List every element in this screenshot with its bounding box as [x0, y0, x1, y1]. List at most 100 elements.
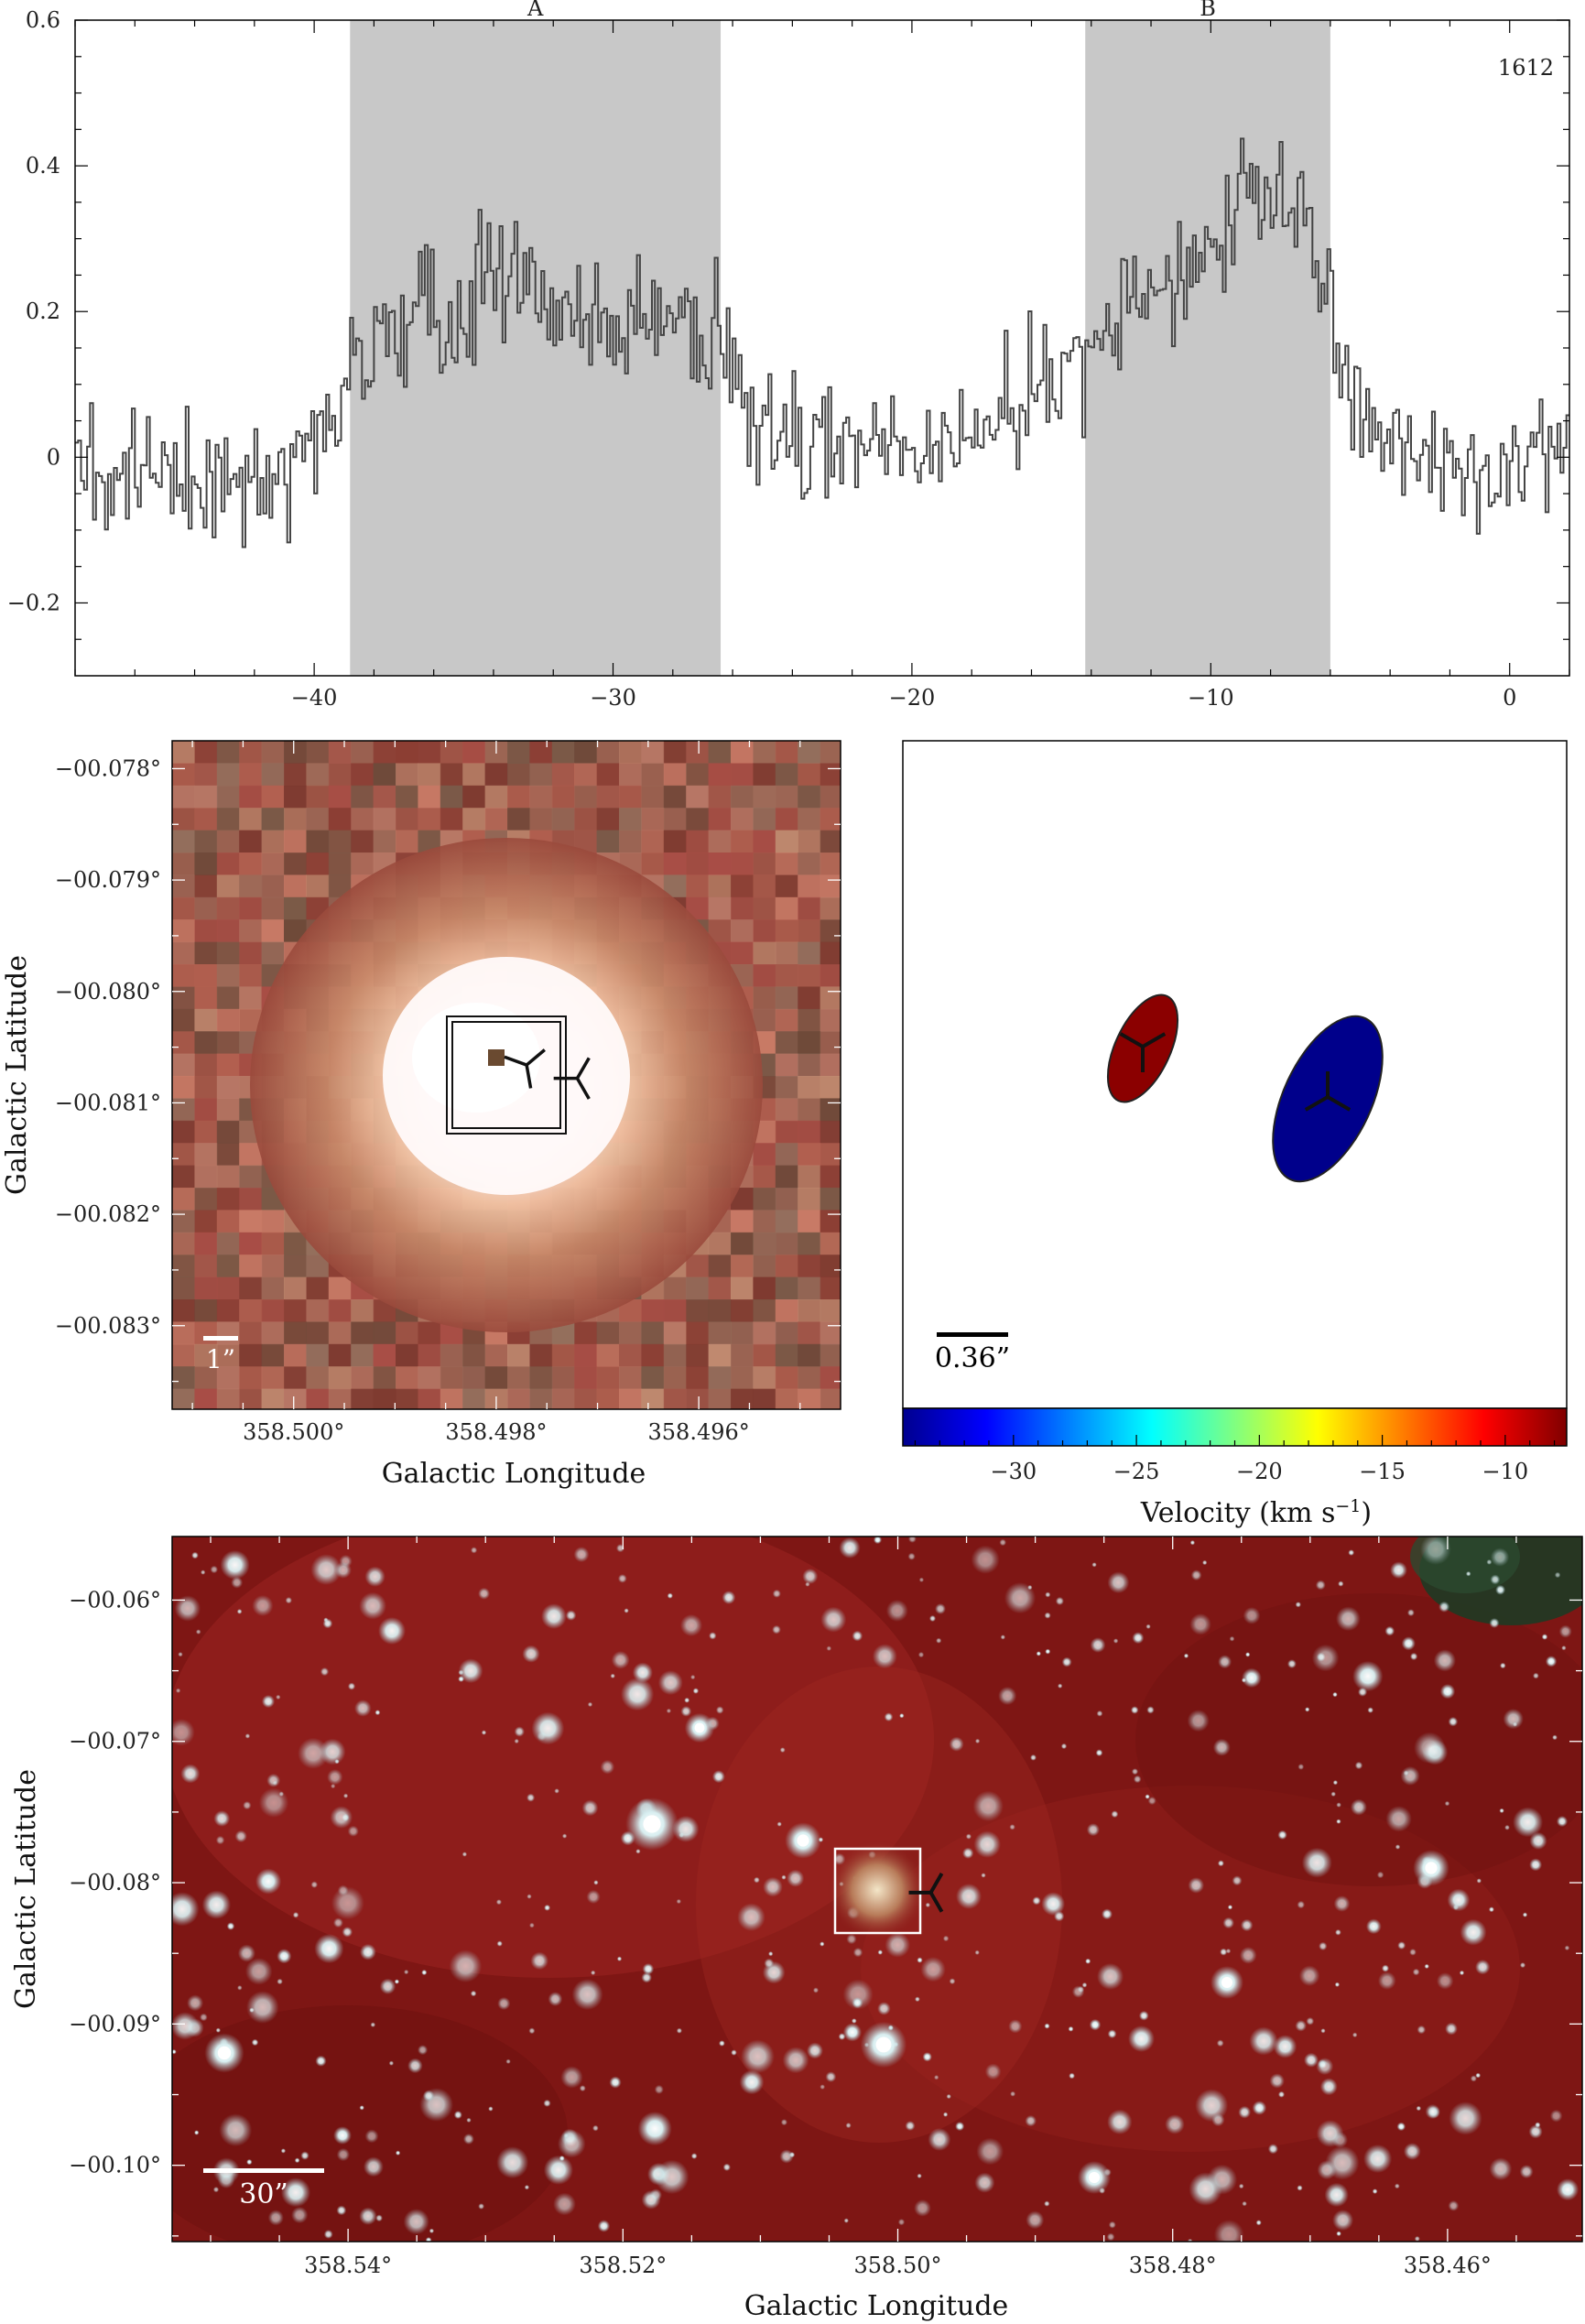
- star: [1238, 2183, 1244, 2189]
- star: [337, 1884, 349, 1896]
- star: [922, 2052, 932, 2062]
- star: [244, 1958, 273, 1985]
- pixel: [194, 1299, 218, 1322]
- star: [323, 2230, 333, 2239]
- pixel: [418, 785, 441, 809]
- pixel: [798, 1299, 821, 1322]
- star: [1232, 1875, 1243, 1886]
- pixel: [820, 830, 841, 853]
- pixel: [462, 1388, 486, 1409]
- star: [782, 2047, 809, 2074]
- star: [1211, 2112, 1225, 2127]
- pixel: [261, 785, 285, 809]
- star: [1317, 2160, 1337, 2180]
- star: [918, 1577, 925, 1583]
- pixel: [216, 1299, 240, 1322]
- colorbar-tick-label: −30: [991, 1459, 1037, 1484]
- y-tick-label: −00.083°: [55, 1313, 161, 1339]
- star: [917, 1651, 925, 1658]
- star: [243, 1800, 252, 1810]
- star: [300, 2151, 309, 2160]
- star: [719, 2040, 725, 2047]
- pixel: [462, 785, 486, 809]
- pixel: [708, 1276, 732, 1300]
- pixel: [194, 741, 218, 764]
- pixel: [172, 1366, 195, 1390]
- star: [1295, 1602, 1302, 1608]
- pixel: [798, 1098, 821, 1122]
- star: [925, 1902, 930, 1908]
- pixel: [775, 1299, 798, 1322]
- components-frame: [902, 740, 1568, 1409]
- star: [1554, 1571, 1561, 1579]
- pixel: [261, 808, 285, 831]
- pixel: [529, 808, 553, 831]
- pixel: [306, 874, 330, 898]
- star: [403, 2209, 429, 2235]
- star: [949, 1978, 956, 1985]
- star: [1277, 2091, 1286, 2098]
- pixel: [775, 1008, 798, 1032]
- pixel: [194, 1053, 218, 1077]
- pixel: [663, 1299, 687, 1322]
- x-tick-label: −40: [291, 685, 338, 711]
- star: [1448, 2200, 1460, 2211]
- pixel: [216, 1143, 240, 1167]
- star: [1460, 1918, 1487, 1946]
- pixel: [731, 874, 754, 898]
- star: [342, 1793, 349, 1798]
- pixel: [440, 1343, 463, 1367]
- pixel: [261, 941, 285, 965]
- bright-star-core: [1221, 1977, 1232, 1988]
- star: [780, 2119, 788, 2126]
- pixel: [798, 1343, 821, 1367]
- star: [395, 2150, 401, 2156]
- star: [1269, 2073, 1285, 2089]
- pixel: [798, 1053, 821, 1077]
- pixel: [619, 763, 642, 787]
- y-tick-label: −00.07°: [69, 1729, 161, 1754]
- pixel: [351, 763, 375, 787]
- star: [495, 1899, 503, 1906]
- pixel: [663, 1276, 687, 1300]
- star: [255, 1868, 282, 1895]
- pixel: [775, 964, 798, 987]
- wide-field-panel: 30” 358.54° 358.52° 358.50° 358.48° 358.46° …: [10, 1528, 1583, 2322]
- star: [364, 1566, 385, 1588]
- pixel: [261, 1343, 285, 1367]
- pixel: [798, 1031, 821, 1055]
- region-label-B: B: [1200, 0, 1216, 21]
- pixel: [284, 741, 307, 764]
- star: [236, 1609, 243, 1614]
- x-tick-label: −10: [1188, 685, 1234, 711]
- pixel: [820, 1276, 841, 1300]
- pixel: [239, 1210, 263, 1233]
- pixel: [753, 763, 776, 787]
- pixel: [306, 1388, 330, 1409]
- pixel: [641, 1321, 665, 1345]
- pixel: [641, 1388, 665, 1409]
- marker-arm: [1140, 1044, 1145, 1072]
- components-scalebar: [937, 1332, 1008, 1337]
- star: [251, 2038, 259, 2047]
- pixel: [194, 1031, 218, 1055]
- star: [178, 1652, 183, 1657]
- star: [1165, 2114, 1185, 2134]
- star: [1060, 1743, 1068, 1750]
- pixel: [306, 763, 330, 787]
- pixel: [619, 808, 642, 831]
- star: [852, 1997, 863, 2009]
- pixel: [284, 1232, 307, 1255]
- star: [1414, 2235, 1420, 2242]
- star: [298, 1737, 330, 1769]
- pixel: [172, 1254, 195, 1278]
- series-label: 1612: [1498, 55, 1554, 81]
- pixel: [775, 785, 798, 809]
- star: [637, 2112, 672, 2146]
- pixel: [194, 763, 218, 787]
- star: [565, 1610, 577, 1621]
- star: [461, 1852, 468, 1857]
- star: [1541, 1634, 1548, 1640]
- pixel: [261, 1254, 285, 1278]
- star: [679, 1613, 703, 1637]
